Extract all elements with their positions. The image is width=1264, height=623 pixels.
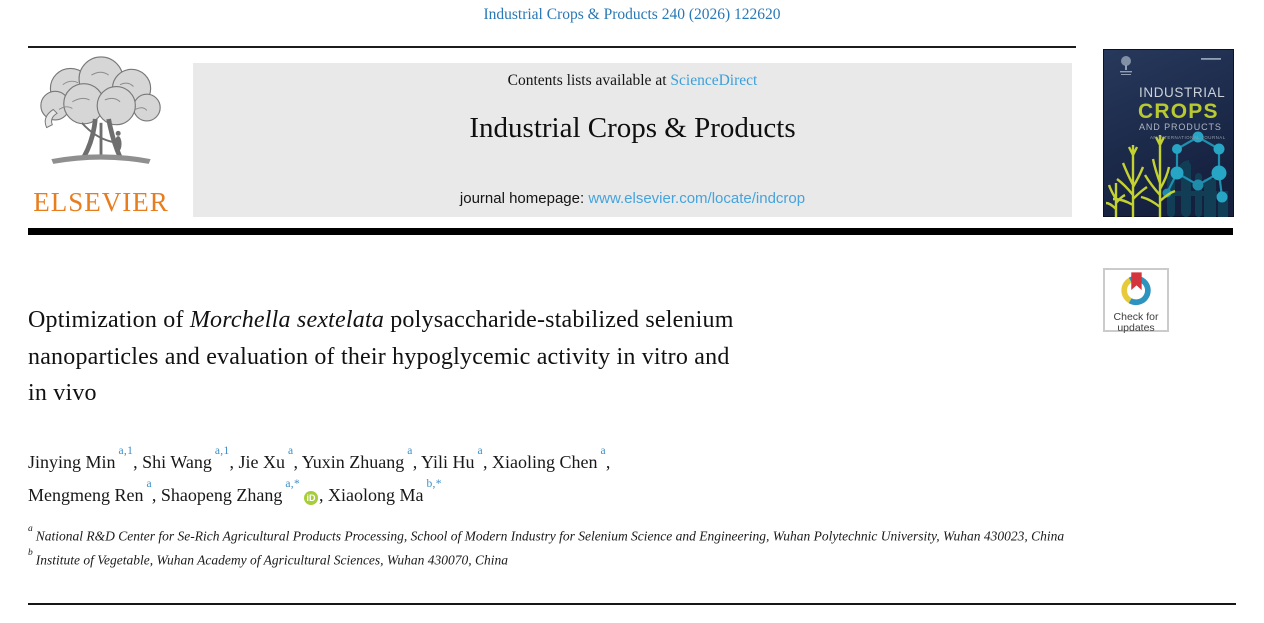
author-name: Mengmeng Ren	[28, 485, 144, 505]
title-text: Optimization of	[28, 307, 190, 333]
bottom-rule	[28, 603, 1236, 605]
masthead-bottom-bar	[28, 228, 1233, 235]
author-name: Shi Wang	[142, 452, 212, 472]
title-species-name: Morchella sextelata	[189, 307, 385, 333]
title-text: polysaccharide-stabilized selenium	[384, 307, 734, 333]
title-line: Optimization of Morchella sextelata poly…	[28, 302, 734, 339]
author-name: Xiaoling Chen	[491, 452, 598, 472]
affiliations: a National R&D Center for Se-Rich Agricul…	[28, 523, 1080, 571]
cover-elsevier-mini-logo	[1120, 56, 1132, 75]
author-superscript: a,1	[118, 445, 134, 457]
affiliation-item: a National R&D Center for Se-Rich Agricul…	[28, 523, 1080, 547]
badge-label-line1: Check for	[1113, 311, 1159, 323]
cover-corn-stalks	[1105, 135, 1176, 217]
author-superscript: a	[600, 445, 606, 457]
homepage-prefix: journal homepage:	[459, 190, 589, 207]
journal-homepage-link[interactable]: www.elsevier.com/locate/indcrop	[588, 190, 806, 207]
author-superscript: a	[288, 445, 294, 457]
cover-subtitle: AN INTERNATIONAL JOURNAL	[1150, 135, 1226, 140]
masthead-box: Contents lists available at ScienceDirec…	[193, 63, 1072, 217]
cover-molecule-graphic	[1162, 131, 1228, 203]
author-superscript: a	[477, 445, 483, 457]
article-title: Optimization of Morchella sextelata poly…	[28, 302, 734, 412]
affiliation-text: Institute of Vegetable, Wuhan Academy of…	[35, 552, 509, 568]
elsevier-wordmark: ELSEVIER	[33, 187, 169, 217]
author-name: Jinying Min	[28, 452, 116, 472]
affiliation-superscript: a	[28, 524, 33, 534]
title-line: in vivo	[28, 375, 734, 412]
check-for-updates-badge[interactable]: Check for updates	[1103, 268, 1169, 334]
homepage-line: journal homepage: www.elsevier.com/locat…	[193, 190, 1072, 207]
author-list: Jinying Mina,1, Shi Wanga,1, Jie Xua, Yu…	[28, 444, 610, 510]
author-line: Mengmeng Rena, Shaopeng Zhanga,*iD, Xiao…	[28, 478, 442, 505]
elsevier-logo-block: ELSEVIER	[16, 56, 186, 220]
author-name: Jie Xu	[238, 452, 286, 472]
top-rule	[28, 46, 1076, 48]
badge-label-line2: updates	[1117, 322, 1155, 334]
affiliation-superscript: b	[28, 548, 33, 558]
author-name: Xiaolong Ma	[328, 485, 424, 505]
elsevier-tree-icon	[40, 56, 161, 164]
affiliation-text: National R&D Center for Se-Rich Agricult…	[35, 528, 1065, 544]
journal-cover-art: INDUSTRIAL CROPS AND PRODUCTS AN INTERNA…	[1103, 49, 1234, 217]
journal-cover-thumbnail: INDUSTRIAL CROPS AND PRODUCTS AN INTERNA…	[1103, 49, 1234, 217]
contents-prefix: Contents lists available at	[507, 72, 671, 89]
author-superscript: a	[146, 478, 152, 490]
journal-title: Industrial Crops & Products	[469, 112, 796, 144]
author-line: Jinying Mina,1, Shi Wanga,1, Jie Xua, Yu…	[28, 445, 611, 472]
cover-title-line1: INDUSTRIAL	[1139, 85, 1225, 100]
title-text: in vivo	[28, 380, 97, 406]
cover-issn-text	[1201, 58, 1221, 60]
author-superscript: a,*	[285, 478, 301, 490]
author-name: Yuxin Zhuang	[301, 452, 405, 472]
orcid-icon[interactable]: iD	[304, 491, 319, 505]
cover-title-line3: AND PRODUCTS	[1139, 122, 1222, 132]
title-line: nanoparticles and evaluation of their hy…	[28, 339, 734, 376]
author-name: Yili Hu	[421, 452, 475, 472]
author-superscript: a	[407, 445, 413, 457]
cover-title-line2: CROPS	[1138, 100, 1219, 123]
crossmark-icon	[1121, 272, 1151, 306]
author-name: Shaopeng Zhang	[160, 485, 283, 505]
author-superscript: b,*	[426, 478, 442, 490]
journal-citation-link[interactable]: Industrial Crops & Products 240 (2026) 1…	[483, 6, 781, 23]
contents-line: Contents lists available at ScienceDirec…	[193, 72, 1072, 90]
author-superscript: a,1	[214, 445, 230, 457]
affiliation-item: b Institute of Vegetable, Wuhan Academy o…	[28, 547, 1080, 571]
title-text: nanoparticles and evaluation of their hy…	[28, 343, 730, 370]
sciencedirect-link[interactable]: ScienceDirect	[670, 72, 758, 89]
